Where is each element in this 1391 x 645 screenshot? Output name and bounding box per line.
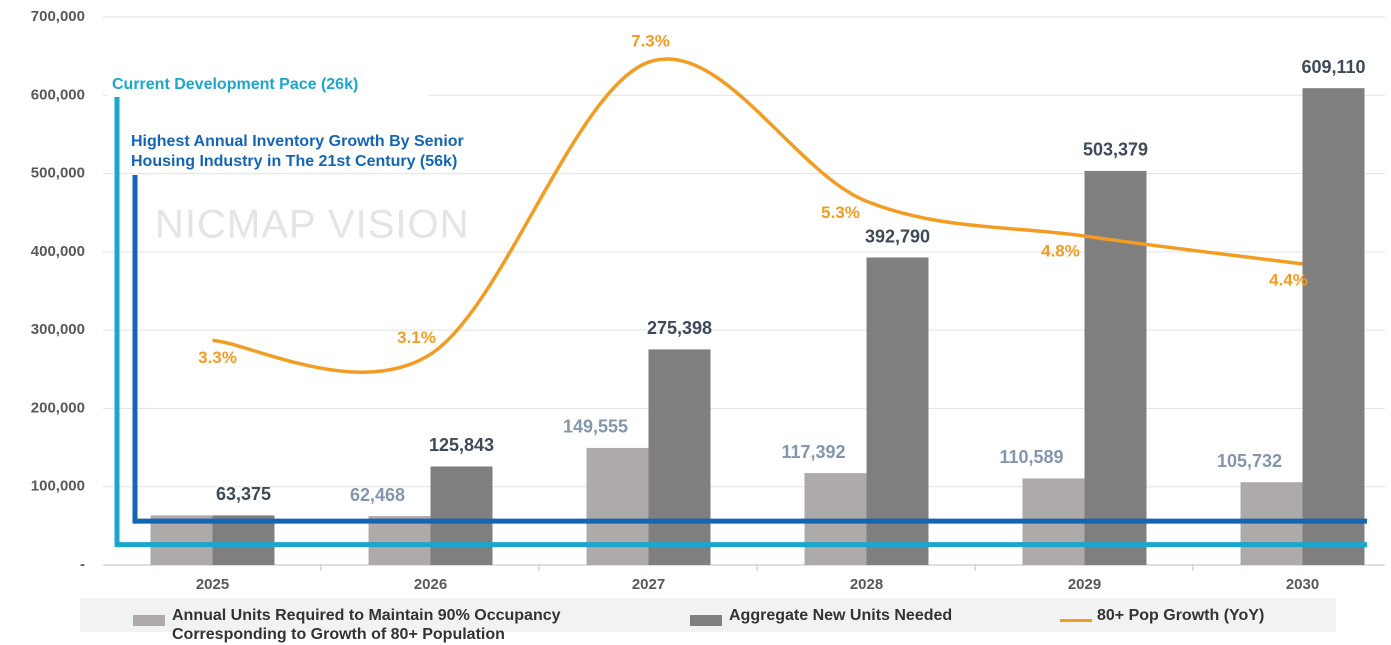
watermark: NICMAP VISION bbox=[155, 203, 470, 247]
data-label: 105,732 bbox=[1217, 451, 1282, 471]
y-tick-label: 300,000 bbox=[31, 321, 85, 338]
data-label: 117,392 bbox=[781, 442, 845, 462]
line-label: 3.3% bbox=[198, 348, 237, 367]
y-tick-label: 600,000 bbox=[31, 86, 85, 103]
bar bbox=[586, 447, 649, 565]
data-label: 609,110 bbox=[1301, 57, 1365, 77]
data-label: 392,790 bbox=[865, 226, 930, 246]
label-bg bbox=[108, 74, 428, 96]
data-label: 125,843 bbox=[429, 435, 494, 455]
legend-swatch bbox=[1060, 619, 1092, 622]
x-tick-label: 2029 bbox=[1068, 576, 1101, 593]
reference-label: Highest Annual Inventory Growth By Senio… bbox=[131, 133, 464, 150]
data-label: 62,468 bbox=[350, 485, 405, 505]
legend-label: Annual Units Required to Maintain 90% Oc… bbox=[172, 607, 561, 643]
legend: Annual Units Required to Maintain 90% Oc… bbox=[80, 598, 1336, 643]
line bbox=[212, 57, 1303, 374]
bar bbox=[430, 466, 493, 565]
y-tick-label: 700,000 bbox=[31, 8, 85, 25]
x-tick-label: 2025 bbox=[196, 576, 229, 593]
line-label: 5.3% bbox=[821, 203, 860, 222]
y-tick-label: 100,000 bbox=[31, 478, 85, 495]
x-tick-label: 2030 bbox=[1286, 576, 1319, 593]
bar bbox=[866, 257, 929, 565]
data-label: 275,398 bbox=[647, 318, 712, 338]
legend-label: 80+ Pop Growth (YoY) bbox=[1097, 607, 1265, 624]
x-tick-label: 2026 bbox=[414, 576, 447, 593]
legend-swatch bbox=[133, 615, 165, 626]
reference-label: Housing Industry in The 21st Century (56… bbox=[131, 153, 457, 170]
data-label: 63,375 bbox=[216, 484, 271, 504]
data-label: 503,379 bbox=[1083, 140, 1148, 160]
bar bbox=[1302, 88, 1365, 566]
line-label: 7.3% bbox=[631, 32, 670, 51]
line-label: 3.1% bbox=[397, 328, 436, 347]
legend-swatch bbox=[690, 615, 722, 626]
reference-label: Current Development Pace (26k) bbox=[112, 76, 358, 93]
bar bbox=[1084, 170, 1147, 565]
bar bbox=[648, 349, 711, 565]
bar bbox=[368, 516, 431, 565]
line-label: 4.8% bbox=[1041, 242, 1080, 261]
x-tick-label: 2027 bbox=[632, 576, 665, 593]
data-label: 110,589 bbox=[999, 447, 1063, 467]
y-tick-label: 500,000 bbox=[31, 165, 85, 182]
y-tick-label: 400,000 bbox=[31, 243, 85, 260]
data-label: 149,555 bbox=[563, 417, 628, 437]
x-tick-label: 2028 bbox=[850, 576, 883, 593]
line-label: 4.4% bbox=[1269, 270, 1308, 289]
y-tick-label: - bbox=[80, 556, 85, 573]
y-tick-label: 200,000 bbox=[31, 399, 85, 416]
legend-label: Aggregate New Units Needed bbox=[729, 607, 953, 624]
